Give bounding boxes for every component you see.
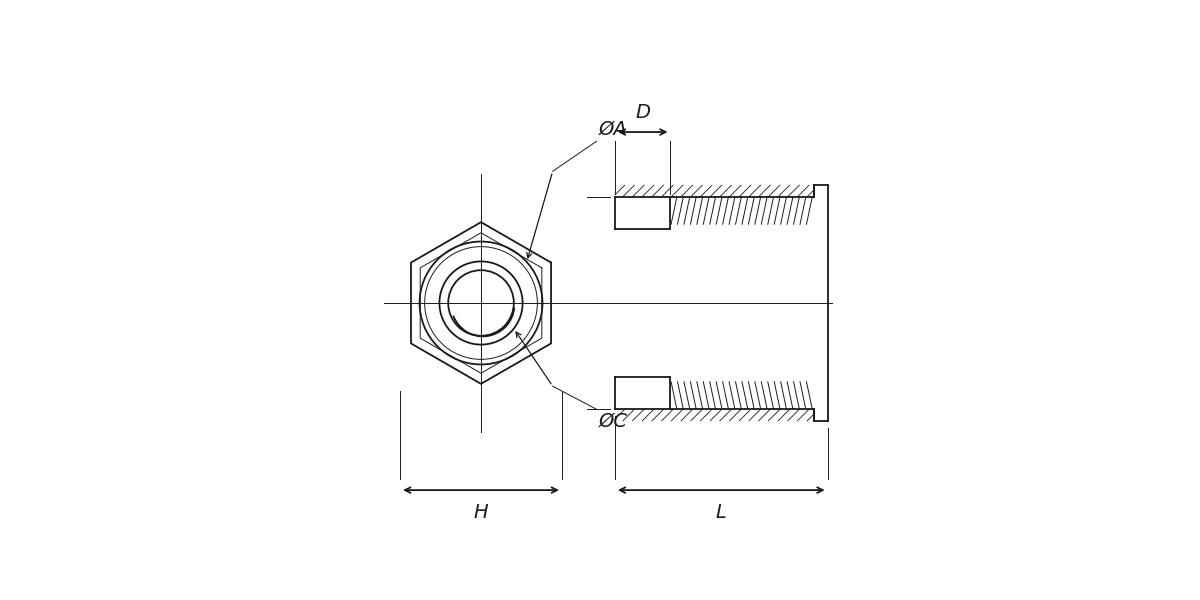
- Text: ØC: ØC: [599, 412, 628, 431]
- Text: D: D: [635, 103, 650, 122]
- Text: H: H: [474, 503, 488, 522]
- Text: ØA: ØA: [599, 120, 628, 139]
- Text: L: L: [716, 503, 727, 522]
